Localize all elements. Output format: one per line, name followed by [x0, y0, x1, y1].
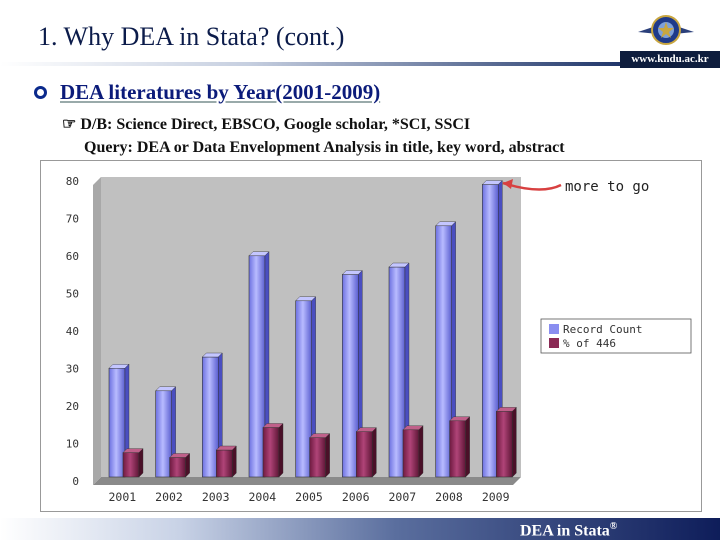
registered-mark: ®: [609, 521, 618, 532]
bar-record-count: [435, 225, 452, 478]
bar-side-face: [372, 427, 377, 478]
bar-percent: [122, 452, 140, 478]
bar-percent: [169, 457, 186, 478]
bar-side-face: [138, 448, 144, 478]
bar-percent: [496, 411, 513, 478]
y-tick-label: 70: [66, 213, 79, 226]
bar-record-count: [342, 274, 359, 478]
y-tick-label: 30: [66, 363, 79, 376]
query-line: Query: DEA or Data Envelopment Analysis …: [84, 139, 565, 156]
x-tick-label: 2007: [388, 490, 416, 504]
bar-percent: [402, 429, 420, 478]
bar-percent: [449, 420, 466, 478]
bar-chart: 0 10 20 30 40 50 60 70 80 2001 2002 2003 2004 2005 20…: [66, 175, 692, 504]
legend-box: [540, 318, 692, 354]
y-tick-label: 10: [66, 438, 79, 451]
bar-record-count: [108, 367, 126, 478]
legend-label-record: Record Count: [563, 323, 642, 336]
section-heading: DEA literatures by Year(2001-2009): [60, 80, 381, 104]
footer-text: DEA in Stata®: [520, 521, 617, 540]
legend-swatch-percent: [549, 338, 559, 348]
slide-header: 1. Why DEA in Stata? (cont.) www.kndu.ac…: [0, 0, 720, 68]
chart-container: 0 10 20 30 40 50 60 70 80 2001 2002 2003 2004 2005 20…: [40, 160, 702, 512]
legend-swatch-record: [549, 324, 559, 334]
bar-side-face: [278, 423, 284, 478]
footer-label: DEA in Stata: [520, 522, 610, 540]
bar-record-count: [482, 184, 499, 478]
bar-side-face: [325, 433, 330, 478]
x-tick-label: 2003: [202, 490, 230, 504]
bar-percent: [309, 437, 326, 478]
bar-record-count: [155, 390, 172, 478]
y-tick-label: 0: [72, 475, 79, 488]
x-tick-label: 2004: [248, 490, 276, 504]
bar-side-face: [512, 406, 517, 478]
site-url: www.kndu.ac.kr: [620, 51, 720, 68]
more-to-go-annotation: more to go: [565, 179, 649, 195]
bar-percent: [262, 427, 280, 478]
legend-label-percent: % of 446: [563, 337, 616, 350]
bar-side-face: [232, 445, 237, 478]
bar-side-face: [465, 416, 470, 478]
plot-floor: [93, 477, 521, 485]
x-tick-label: 2006: [342, 490, 370, 504]
y-tick-label: 40: [66, 325, 79, 338]
bar-record-count: [295, 300, 312, 478]
bar-percent: [356, 431, 373, 478]
y-tick-label: 50: [66, 288, 79, 301]
bar-record-count: [388, 266, 406, 478]
y-tick-label: 60: [66, 250, 79, 263]
x-tick-label: 2002: [155, 490, 183, 504]
bar-side-face: [185, 453, 190, 478]
db-line: ☞ D/B: Science Direct, EBSCO, Google sch…: [62, 116, 471, 133]
bar-record-count: [202, 356, 219, 478]
x-tick-label: 2001: [108, 490, 136, 504]
x-tick-label: 2008: [435, 490, 463, 504]
x-tick-label: 2009: [482, 490, 510, 504]
plot-side-wall: [93, 177, 101, 485]
slide-title: 1. Why DEA in Stata? (cont.): [38, 22, 345, 51]
legend: Record Count % of 446: [540, 318, 692, 354]
bar-side-face: [418, 425, 424, 478]
bullet-icon: [34, 86, 47, 99]
y-tick-label: 20: [66, 400, 79, 413]
y-tick-label: 80: [66, 175, 79, 188]
bar-percent: [216, 449, 233, 478]
bar-record-count: [248, 255, 266, 478]
university-emblem-icon: [638, 15, 694, 45]
annotation-arrowhead: [503, 179, 513, 189]
footer-bar: [0, 518, 720, 540]
x-tick-label: 2005: [295, 490, 323, 504]
header-divider: [0, 62, 620, 66]
